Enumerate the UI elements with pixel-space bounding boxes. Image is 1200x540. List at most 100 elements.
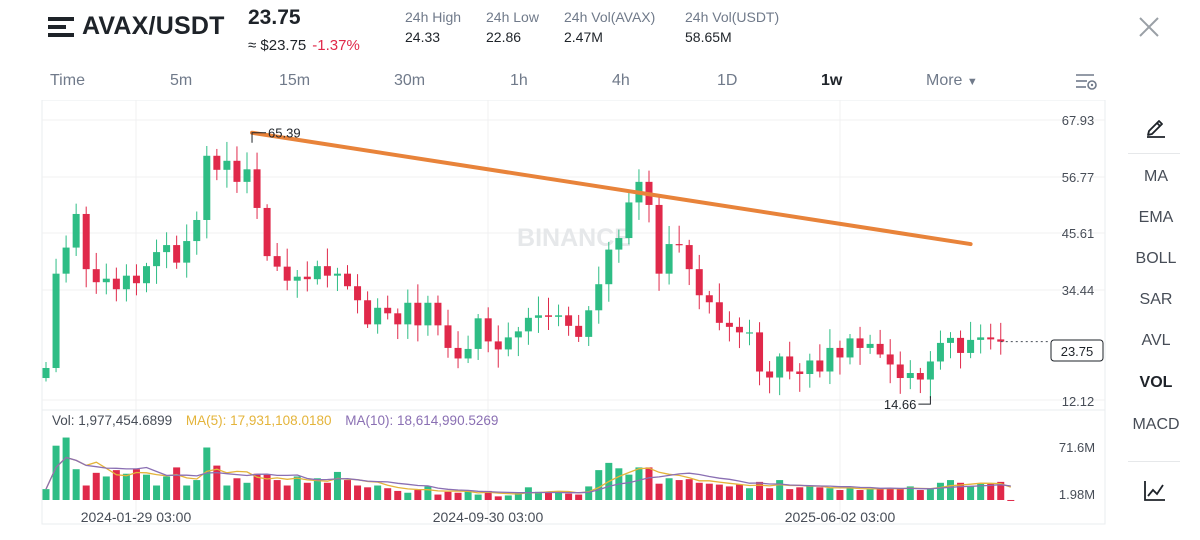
candle-body [132, 275, 140, 284]
volume-bar [876, 488, 884, 500]
candle [384, 295, 392, 320]
volume-bar [414, 490, 422, 500]
tool-macd[interactable]: MACD [1132, 416, 1180, 433]
candle-body [434, 302, 442, 326]
volume-bar [293, 476, 301, 500]
candle [333, 267, 341, 292]
tool-ema[interactable]: EMA [1138, 209, 1174, 226]
candle-body [685, 245, 693, 270]
candle [344, 265, 351, 290]
last-price: 23.75 [248, 6, 301, 29]
tool-boll[interactable]: BOLL [1135, 250, 1177, 267]
tab-1w[interactable]: 1w [821, 72, 843, 89]
date-tick-label: 2025-06-02 03:00 [785, 509, 896, 525]
tab-more[interactable]: More ▼ [926, 72, 978, 90]
candle-body [856, 338, 864, 348]
close-icon[interactable] [1138, 16, 1160, 38]
volume-bar [725, 486, 733, 500]
candle-body [213, 155, 221, 170]
menu-icon[interactable] [48, 16, 74, 38]
volume-bar [595, 470, 603, 500]
volume-bar [524, 487, 532, 500]
candle [92, 252, 100, 294]
candle [454, 331, 462, 369]
chart-settings-icon[interactable] [1074, 72, 1098, 92]
candle-body [313, 266, 321, 280]
volume-bar [263, 474, 271, 500]
candle-body [947, 337, 954, 343]
stat-24h-vol-avax: 24h Vol(AVAX) 2.47M [564, 9, 655, 45]
candlestick-chart[interactable]: BINANCE 65.39 14.66 67.93 56.77 45.61 34… [0, 100, 1120, 540]
approx-price: ≈ $23.75 [248, 37, 307, 54]
tab-time[interactable]: Time [50, 72, 85, 89]
candle-body [735, 326, 743, 333]
candle-body [926, 361, 934, 380]
tab-15m[interactable]: 15m [279, 72, 311, 89]
volume-bar [173, 467, 181, 500]
candle [675, 225, 683, 253]
candle-body [233, 160, 241, 182]
volume-bar [926, 489, 934, 500]
draw-tool-icon[interactable] [1144, 114, 1168, 138]
candle [565, 306, 573, 336]
toolbar-divider [1128, 153, 1180, 154]
tab-30m[interactable]: 30m [394, 72, 426, 89]
candle [143, 262, 150, 293]
candle-body [273, 256, 281, 267]
tool-avl[interactable]: AVL [1141, 332, 1171, 349]
volume-bar [52, 445, 60, 500]
stat-label: 24h Vol(USDT) [685, 9, 780, 25]
candle-body [504, 337, 512, 350]
candle [766, 361, 774, 394]
volume-bar [62, 437, 70, 500]
volume-bar [545, 491, 552, 500]
volume-bar [645, 467, 653, 500]
candle-body [42, 367, 50, 379]
candle [916, 367, 924, 394]
candle [313, 260, 321, 285]
indicator-chart-icon[interactable] [1143, 480, 1167, 502]
candle [213, 148, 221, 181]
volume-bar [354, 485, 362, 500]
candle-series [42, 141, 1005, 399]
volume-ma10-line [45, 456, 1011, 494]
date-tick-label: 2024-09-30 03:00 [433, 509, 544, 525]
volume-bar [735, 484, 743, 500]
candle [173, 235, 181, 269]
trendline[interactable] [250, 130, 973, 247]
candle-body [766, 371, 774, 378]
tab-1h[interactable]: 1h [510, 72, 528, 89]
candle [72, 203, 80, 256]
candle [283, 248, 291, 291]
volume-bar [213, 465, 221, 500]
candle [695, 254, 703, 310]
tool-ma[interactable]: MA [1144, 168, 1168, 185]
tab-1d[interactable]: 1D [717, 72, 738, 89]
candle-body [665, 244, 673, 274]
candle-body [555, 315, 563, 317]
volume-bar [243, 482, 251, 500]
candle-body [534, 315, 542, 318]
volume-bar [947, 480, 954, 500]
volume-bar [82, 485, 90, 500]
candle-body [836, 347, 844, 358]
candle [555, 304, 563, 327]
volume-bar [635, 467, 643, 500]
volume-bar [575, 494, 583, 500]
tool-sar[interactable]: SAR [1139, 291, 1173, 308]
tool-vol[interactable]: VOL [1139, 374, 1173, 391]
candle [52, 258, 60, 373]
volume-bar [153, 485, 161, 500]
tab-4h[interactable]: 4h [612, 72, 630, 89]
candle [122, 264, 130, 302]
current-price-box [1050, 339, 1104, 362]
stat-label: 24h Vol(AVAX) [564, 9, 656, 25]
volume-bar [585, 486, 593, 500]
candle-body [474, 318, 482, 349]
candle-body [354, 286, 362, 301]
candle-body [143, 266, 150, 284]
tab-5m[interactable]: 5m [170, 72, 193, 89]
candle [112, 267, 120, 302]
pair-title[interactable]: AVAX/USDT [82, 12, 225, 40]
candle-body [886, 354, 894, 365]
